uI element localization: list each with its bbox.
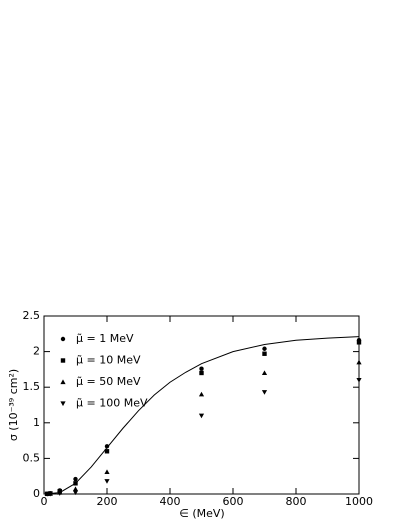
marker (72, 490, 79, 496)
x-tick-label: 800 (286, 495, 307, 508)
marker (199, 366, 204, 371)
marker (73, 476, 78, 482)
marker (356, 378, 362, 383)
y-tick-label: 1 (33, 416, 40, 429)
legend-label: μ̃ = 10 MeV (76, 354, 141, 367)
marker (356, 359, 362, 365)
marker (73, 481, 78, 486)
legend-marker (60, 401, 66, 407)
legend-label: μ̃ = 100 MeV (76, 397, 148, 410)
y-tick-label: 1.5 (23, 380, 41, 393)
legend-marker (60, 358, 66, 363)
y-tick-label: 2.5 (23, 309, 41, 322)
legend-label: μ̃ = 50 MeV (76, 375, 141, 388)
y-tick-label: 0 (33, 487, 40, 500)
marker (72, 486, 79, 492)
marker (262, 346, 267, 351)
marker (198, 413, 205, 419)
marker (199, 370, 204, 376)
x-tick-label: 0 (41, 495, 48, 508)
x-tick-label: 400 (160, 495, 181, 508)
y-axis-label: σ (10⁻³⁹ cm²) (7, 369, 20, 441)
marker (261, 370, 268, 376)
marker (104, 469, 110, 475)
x-axis-label: ∈ (MeV) (179, 507, 224, 520)
marker (262, 351, 267, 356)
marker (47, 491, 53, 497)
y-tick-label: 2 (33, 345, 40, 358)
marker (356, 340, 362, 345)
fit-curve (43, 336, 360, 495)
marker (198, 391, 205, 397)
x-tick-label: 1000 (345, 495, 373, 508)
y-tick-label: 0.5 (23, 451, 41, 464)
x-tick-label: 600 (223, 495, 244, 508)
marker (104, 479, 110, 484)
x-tick-label: 200 (97, 495, 118, 508)
plot-frame (43, 315, 360, 495)
marker (261, 390, 268, 395)
legend-marker (60, 336, 66, 342)
marker (57, 491, 63, 496)
marker (104, 449, 110, 454)
legend-marker (60, 379, 66, 385)
marker (104, 444, 110, 449)
legend-label: μ̃ = 1 MeV (76, 332, 134, 345)
